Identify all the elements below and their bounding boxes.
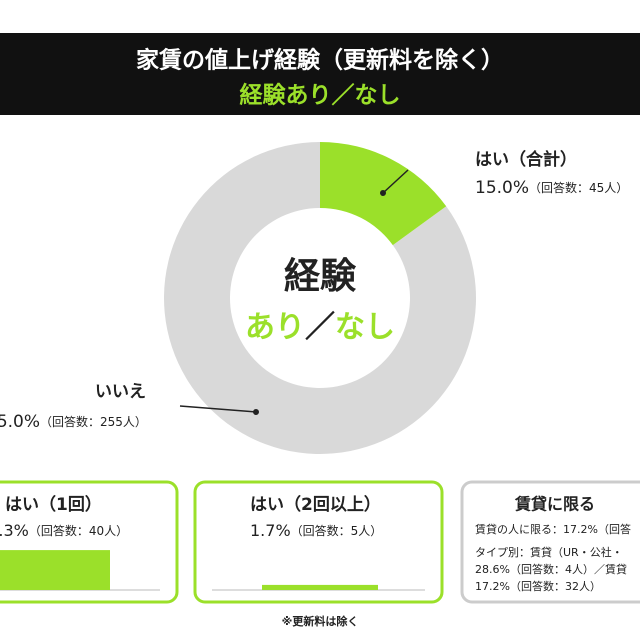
side-card-line: 28.6%（回答数：4人）／賃貸 xyxy=(475,562,627,576)
card-bar xyxy=(0,550,110,590)
value-note: （回答数：5人） xyxy=(291,523,383,538)
card xyxy=(0,480,179,604)
value-note: （回答数：40人） xyxy=(29,523,128,538)
center-part: ／ xyxy=(305,310,335,345)
card-value: 1.7%（回答数：5人） xyxy=(250,521,382,540)
footnote: ※更新料は除く xyxy=(282,614,359,628)
leader-dot xyxy=(253,409,259,415)
title: 家賃の値上げ経験（更新料を除く） xyxy=(136,47,504,74)
side-card xyxy=(460,480,640,604)
card-value: 13.3%（回答数：40人） xyxy=(0,521,128,540)
leader-dot xyxy=(380,190,386,196)
center-part: あり xyxy=(245,310,305,345)
donut-slice xyxy=(163,142,476,455)
center-part: なし xyxy=(335,310,395,345)
slice-label: いいえ xyxy=(95,382,146,402)
side-card-line: 賃貸の人に限る：17.2%（回答 xyxy=(475,522,631,536)
side-card-title: 賃貸に限る xyxy=(514,495,595,514)
center-subtitle: あり／なし xyxy=(245,310,395,345)
slice-value: 85.0%（回答数：255人） xyxy=(0,412,147,432)
slice-value: 15.0%（回答数：45人） xyxy=(475,178,628,198)
value-label: 85.0% xyxy=(0,412,40,432)
card-bar xyxy=(262,584,378,590)
value-note: （回答数：255人） xyxy=(40,414,147,429)
value-label: 13.3% xyxy=(0,521,29,540)
slice-label: はい（合計） xyxy=(475,149,577,170)
card-title: はい（1回） xyxy=(5,494,102,515)
card-title: はい（2回以上） xyxy=(250,494,381,515)
value-label: 1.7% xyxy=(250,521,291,540)
leader-line xyxy=(382,169,409,194)
leader-line xyxy=(179,405,257,413)
header-band xyxy=(0,33,640,115)
value-label: 15.0% xyxy=(475,178,529,198)
side-card-line: 17.2%（回答数：32人） xyxy=(475,579,601,593)
value-note: （回答数：45人） xyxy=(529,180,628,195)
subtitle: 経験あり／なし xyxy=(240,82,401,109)
card xyxy=(193,480,444,604)
side-card-line: タイプ別：賃貸（UR・公社・ xyxy=(475,545,623,559)
center-label: 経験 xyxy=(284,256,357,297)
